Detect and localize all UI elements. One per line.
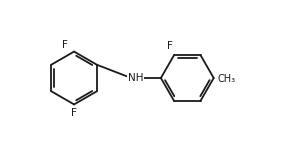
Text: F: F: [167, 41, 173, 51]
Text: NH: NH: [128, 73, 143, 83]
Text: CH₃: CH₃: [218, 74, 236, 84]
Text: F: F: [71, 108, 77, 118]
Text: F: F: [62, 40, 68, 50]
